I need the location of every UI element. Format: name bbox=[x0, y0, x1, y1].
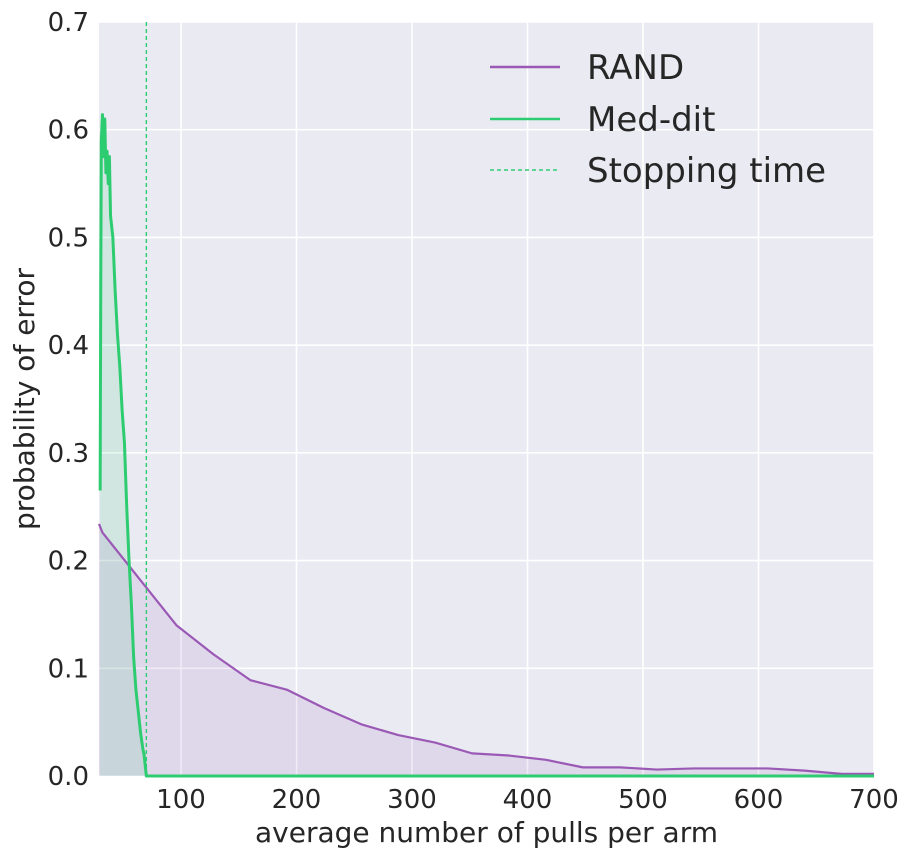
y-tick-label: 0.5 bbox=[48, 223, 89, 253]
legend-label-rand: RAND bbox=[587, 48, 684, 88]
legend-label-med-dit: Med-dit bbox=[587, 100, 715, 140]
y-tick-label: 0.0 bbox=[48, 762, 89, 792]
y-axis-label: probability of error bbox=[8, 268, 41, 530]
legend-label-stopping-time: Stopping time bbox=[587, 151, 826, 191]
x-axis-label: average number of pulls per arm bbox=[255, 816, 718, 849]
y-tick-label: 0.3 bbox=[48, 439, 89, 469]
y-tick-label: 0.7 bbox=[48, 8, 89, 38]
series-fill-rand bbox=[99, 523, 874, 776]
x-tick-label: 400 bbox=[503, 785, 553, 815]
x-tick-label: 500 bbox=[618, 785, 668, 815]
x-tick-label: 700 bbox=[849, 785, 899, 815]
legend: RAND Med-dit Stopping time bbox=[490, 48, 826, 191]
x-tick-label: 100 bbox=[156, 785, 206, 815]
x-tick-label: 300 bbox=[387, 785, 437, 815]
x-tick-label: 200 bbox=[272, 785, 322, 815]
series-line-med-dit bbox=[98, 113, 874, 778]
y-tick-label: 0.1 bbox=[48, 654, 89, 684]
series-line-rand bbox=[97, 523, 874, 775]
y-tick-label: 0.2 bbox=[48, 547, 89, 577]
y-tick-label: 0.6 bbox=[48, 116, 89, 146]
x-tick-label: 600 bbox=[734, 785, 784, 815]
y-tick-label: 0.4 bbox=[48, 331, 89, 361]
plot-background bbox=[99, 22, 874, 776]
